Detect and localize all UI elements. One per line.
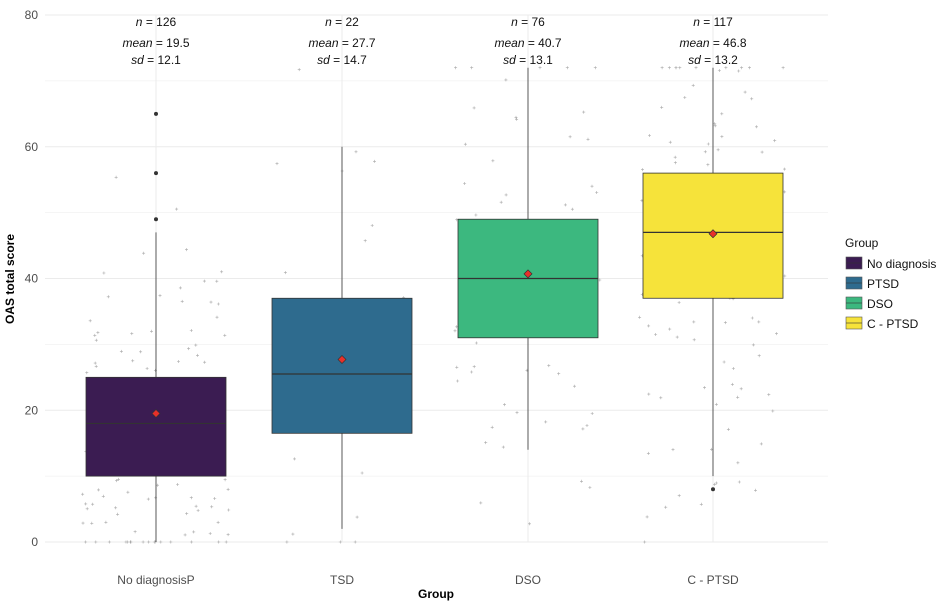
jitter-point: [453, 66, 602, 526]
annotation-value: = 117: [700, 15, 733, 29]
legend-title: Group: [845, 236, 879, 250]
outlier-point: [154, 217, 158, 222]
y-tick-label: 60: [25, 140, 39, 154]
annotation-value: = 19.5: [153, 36, 190, 50]
annotation-value: = 12.1: [144, 53, 181, 67]
mean-marker: [337, 355, 347, 365]
annotation-value: = 13.1: [516, 53, 553, 67]
x-axis-title: Group: [418, 587, 454, 601]
annotation-mean: mean = 27.7: [308, 36, 375, 50]
outlier-point: [711, 487, 715, 492]
annotation-mean: mean = 46.8: [679, 36, 746, 50]
annotation-label: mean: [308, 36, 338, 50]
annotation-label: mean: [494, 36, 524, 50]
outlier-point: [154, 171, 158, 176]
annotation-sd: sd = 14.7: [317, 53, 367, 67]
annotation-label: mean: [679, 36, 709, 50]
annotation-label: n: [693, 15, 700, 29]
annotation-label: sd: [688, 53, 701, 67]
annotation-label: mean: [122, 36, 152, 50]
legend-entry: DSO: [867, 297, 893, 311]
annotation-value: = 14.7: [330, 53, 367, 67]
x-tick-label: C - PTSD: [687, 573, 739, 587]
legend-entry: C - PTSD: [867, 317, 919, 331]
mean-marker: [523, 269, 533, 279]
box-no-diagnosis: [85, 376, 227, 477]
box-ptsd: [271, 297, 413, 434]
mean-marker: [151, 409, 161, 419]
y-tick-label: 0: [31, 535, 38, 549]
annotation-sd: sd = 13.1: [503, 53, 553, 67]
x-tick-label: TSD: [330, 573, 354, 587]
box-c-ptsd: [642, 172, 784, 299]
x-tick-label: DSO: [515, 573, 541, 587]
annotation-n: n = 126: [136, 15, 177, 29]
y-axis-title: OAS total score: [3, 234, 17, 324]
annotation-label: n: [511, 15, 518, 29]
x-tick-label: No diagnosisP: [117, 573, 194, 587]
annotation-value: = 126: [142, 15, 176, 29]
annotation-sd: sd = 12.1: [131, 53, 181, 67]
mean-marker: [708, 229, 718, 239]
jitter-point: [638, 66, 787, 544]
y-tick-label: 20: [25, 403, 39, 417]
annotation-sd: sd = 13.2: [688, 53, 738, 67]
annotation-n: n = 76: [511, 15, 545, 29]
annotation-value: = 22: [332, 15, 359, 29]
legend-entry: No diagnosis: [867, 257, 936, 271]
y-tick-label: 80: [25, 8, 39, 22]
annotation-n: n = 22: [325, 15, 359, 29]
y-tick-label: 40: [25, 272, 39, 286]
legend-entry: PTSD: [867, 277, 899, 291]
annotation-n: n = 117: [693, 15, 733, 29]
annotation-label: n: [136, 15, 143, 29]
annotation-value: = 46.8: [710, 36, 747, 50]
annotation-value: = 27.7: [339, 36, 376, 50]
annotation-value: = 76: [518, 15, 545, 29]
annotation-mean: mean = 19.5: [122, 36, 189, 50]
annotation-label: sd: [503, 53, 516, 67]
annotation-label: n: [325, 15, 332, 29]
annotation-label: sd: [317, 53, 330, 67]
annotation-mean: mean = 40.7: [494, 36, 561, 50]
outlier-point: [154, 111, 158, 116]
annotation-value: = 40.7: [525, 36, 562, 50]
annotation-label: sd: [131, 53, 144, 67]
annotation-value: = 13.2: [701, 53, 738, 67]
